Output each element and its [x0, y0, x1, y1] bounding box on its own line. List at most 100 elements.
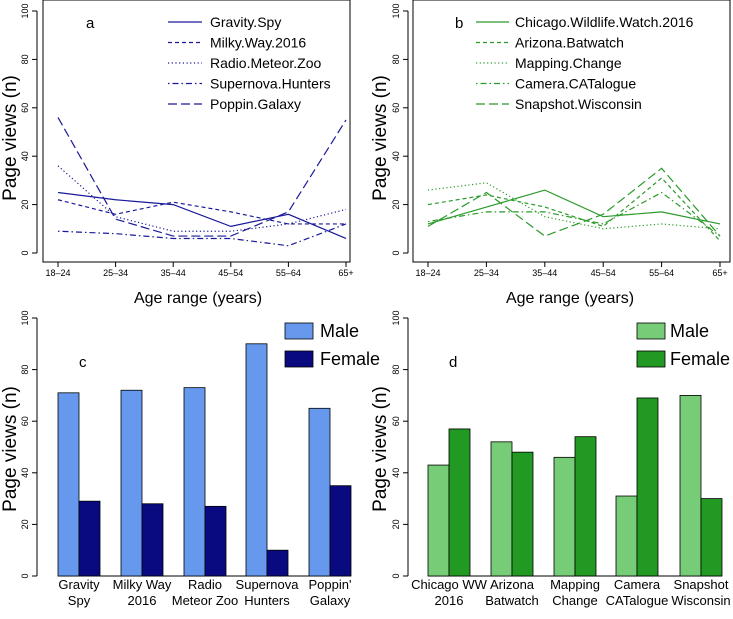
panel-letter: b	[455, 15, 463, 32]
legend-label: Mapping.Change	[515, 55, 622, 71]
category-label: Supernova	[236, 577, 300, 592]
x-tick-label: 18–24	[45, 268, 70, 278]
category-label: Gravity	[58, 577, 100, 592]
legend-label: Female	[320, 349, 380, 369]
bar-male	[490, 441, 513, 577]
bar-female	[636, 397, 659, 577]
category-label: Poppin'	[309, 577, 352, 592]
y-tick-label: 20	[391, 200, 401, 210]
panel-letter: d	[449, 354, 457, 371]
category-label: Spy	[68, 593, 91, 608]
legend-label: Camera.CATalogue	[515, 76, 636, 92]
y-axis-title: Page views (n)	[0, 386, 21, 512]
y-tick-label: 100	[20, 3, 30, 18]
x-tick-label: 45–54	[591, 268, 616, 278]
series-line-2	[57, 199, 346, 225]
y-tick-label: 80	[20, 365, 30, 375]
category-label: Arizona	[490, 577, 535, 592]
y-tick-label: 80	[20, 54, 30, 64]
series-line-3	[427, 182, 721, 230]
y-tick-label: 40	[391, 468, 401, 478]
y-tick-label: 0	[391, 250, 401, 255]
y-tick-label: 40	[20, 468, 30, 478]
legend-label: Male	[670, 321, 709, 341]
bar-female	[448, 428, 471, 577]
panel-letter: a	[86, 15, 95, 32]
legend-label: Chicago.Wildlife.Watch.2016	[515, 14, 694, 30]
x-tick-label: 55–64	[276, 268, 301, 278]
x-axis-title: Age range (years)	[506, 290, 634, 307]
bar-male	[553, 456, 576, 577]
category-label: 2016	[435, 593, 464, 608]
bar-female	[204, 505, 227, 577]
y-tick-label: 0	[391, 573, 401, 578]
bar-female	[511, 451, 534, 577]
category-label: Milky Way	[113, 577, 172, 592]
bar-male	[245, 343, 268, 577]
category-label: Meteor Zoo	[172, 593, 238, 608]
category-label: Batwatch	[485, 593, 538, 608]
bar-male	[183, 387, 206, 577]
legend-swatch	[636, 322, 666, 340]
legend-swatch	[284, 322, 314, 340]
series-line-1	[427, 189, 721, 225]
x-axis-title: Age range (years)	[134, 290, 262, 307]
legend-swatch	[636, 350, 666, 368]
category-label: 2016	[128, 593, 157, 608]
category-label: Mapping	[550, 577, 600, 592]
y-axis-title: Page views (n)	[370, 386, 391, 512]
plot-frame	[42, 0, 351, 263]
bar-female	[574, 436, 597, 577]
x-tick-label: 35–44	[532, 268, 557, 278]
series-line-1	[57, 191, 347, 240]
y-tick-label: 40	[391, 151, 401, 161]
legend-label: Male	[320, 321, 359, 341]
series-line-4	[427, 191, 721, 237]
series-line-2	[427, 177, 721, 242]
x-tick-label: 25–34	[103, 268, 128, 278]
y-tick-label: 60	[20, 103, 30, 113]
y-tick-label: 60	[391, 416, 401, 426]
category-label: Galaxy	[310, 593, 351, 608]
y-axis-title: Page views (n)	[0, 75, 21, 201]
legend-label: Gravity.Spy	[210, 14, 281, 30]
x-tick-label: 45–54	[218, 268, 243, 278]
y-tick-label: 100	[391, 3, 401, 18]
y-tick-label: 40	[20, 151, 30, 161]
y-tick-label: 80	[391, 54, 401, 64]
bar-female	[329, 485, 352, 577]
x-tick-label: 18–24	[415, 268, 440, 278]
legend-label: Supernova.Hunters	[210, 76, 331, 92]
x-tick-label: 65+	[338, 268, 353, 278]
category-label: Snapshot	[674, 577, 729, 592]
x-tick-label: 55–64	[649, 268, 674, 278]
y-tick-label: 20	[20, 200, 30, 210]
y-axis-title: Page views (n)	[370, 75, 391, 201]
category-label: Chicago WW	[411, 577, 488, 592]
panel-letter: c	[79, 354, 87, 371]
bar-male	[427, 464, 450, 577]
y-tick-label: 100	[20, 310, 30, 325]
bar-female	[266, 549, 289, 577]
y-tick-label: 100	[391, 310, 401, 325]
bar-female	[78, 500, 101, 577]
bar-male	[120, 389, 143, 577]
y-tick-label: 20	[391, 519, 401, 529]
bar-female	[700, 498, 723, 577]
category-label: Radio	[188, 577, 222, 592]
category-label: Change	[552, 593, 598, 608]
category-label: CATalogue	[606, 593, 669, 608]
legend-label: Arizona.Batwatch	[515, 35, 624, 51]
bar-male	[308, 407, 331, 577]
bar-male	[679, 394, 702, 577]
x-tick-label: 25–34	[474, 268, 499, 278]
y-tick-label: 60	[391, 103, 401, 113]
x-tick-label: 35–44	[161, 268, 186, 278]
y-tick-label: 0	[20, 573, 30, 578]
legend-label: Female	[670, 349, 730, 369]
series-line-4	[57, 223, 347, 247]
legend-label: Radio.Meteor.Zoo	[210, 55, 321, 71]
y-tick-label: 0	[20, 250, 30, 255]
legend-label: Milky.Way.2016	[210, 35, 306, 51]
